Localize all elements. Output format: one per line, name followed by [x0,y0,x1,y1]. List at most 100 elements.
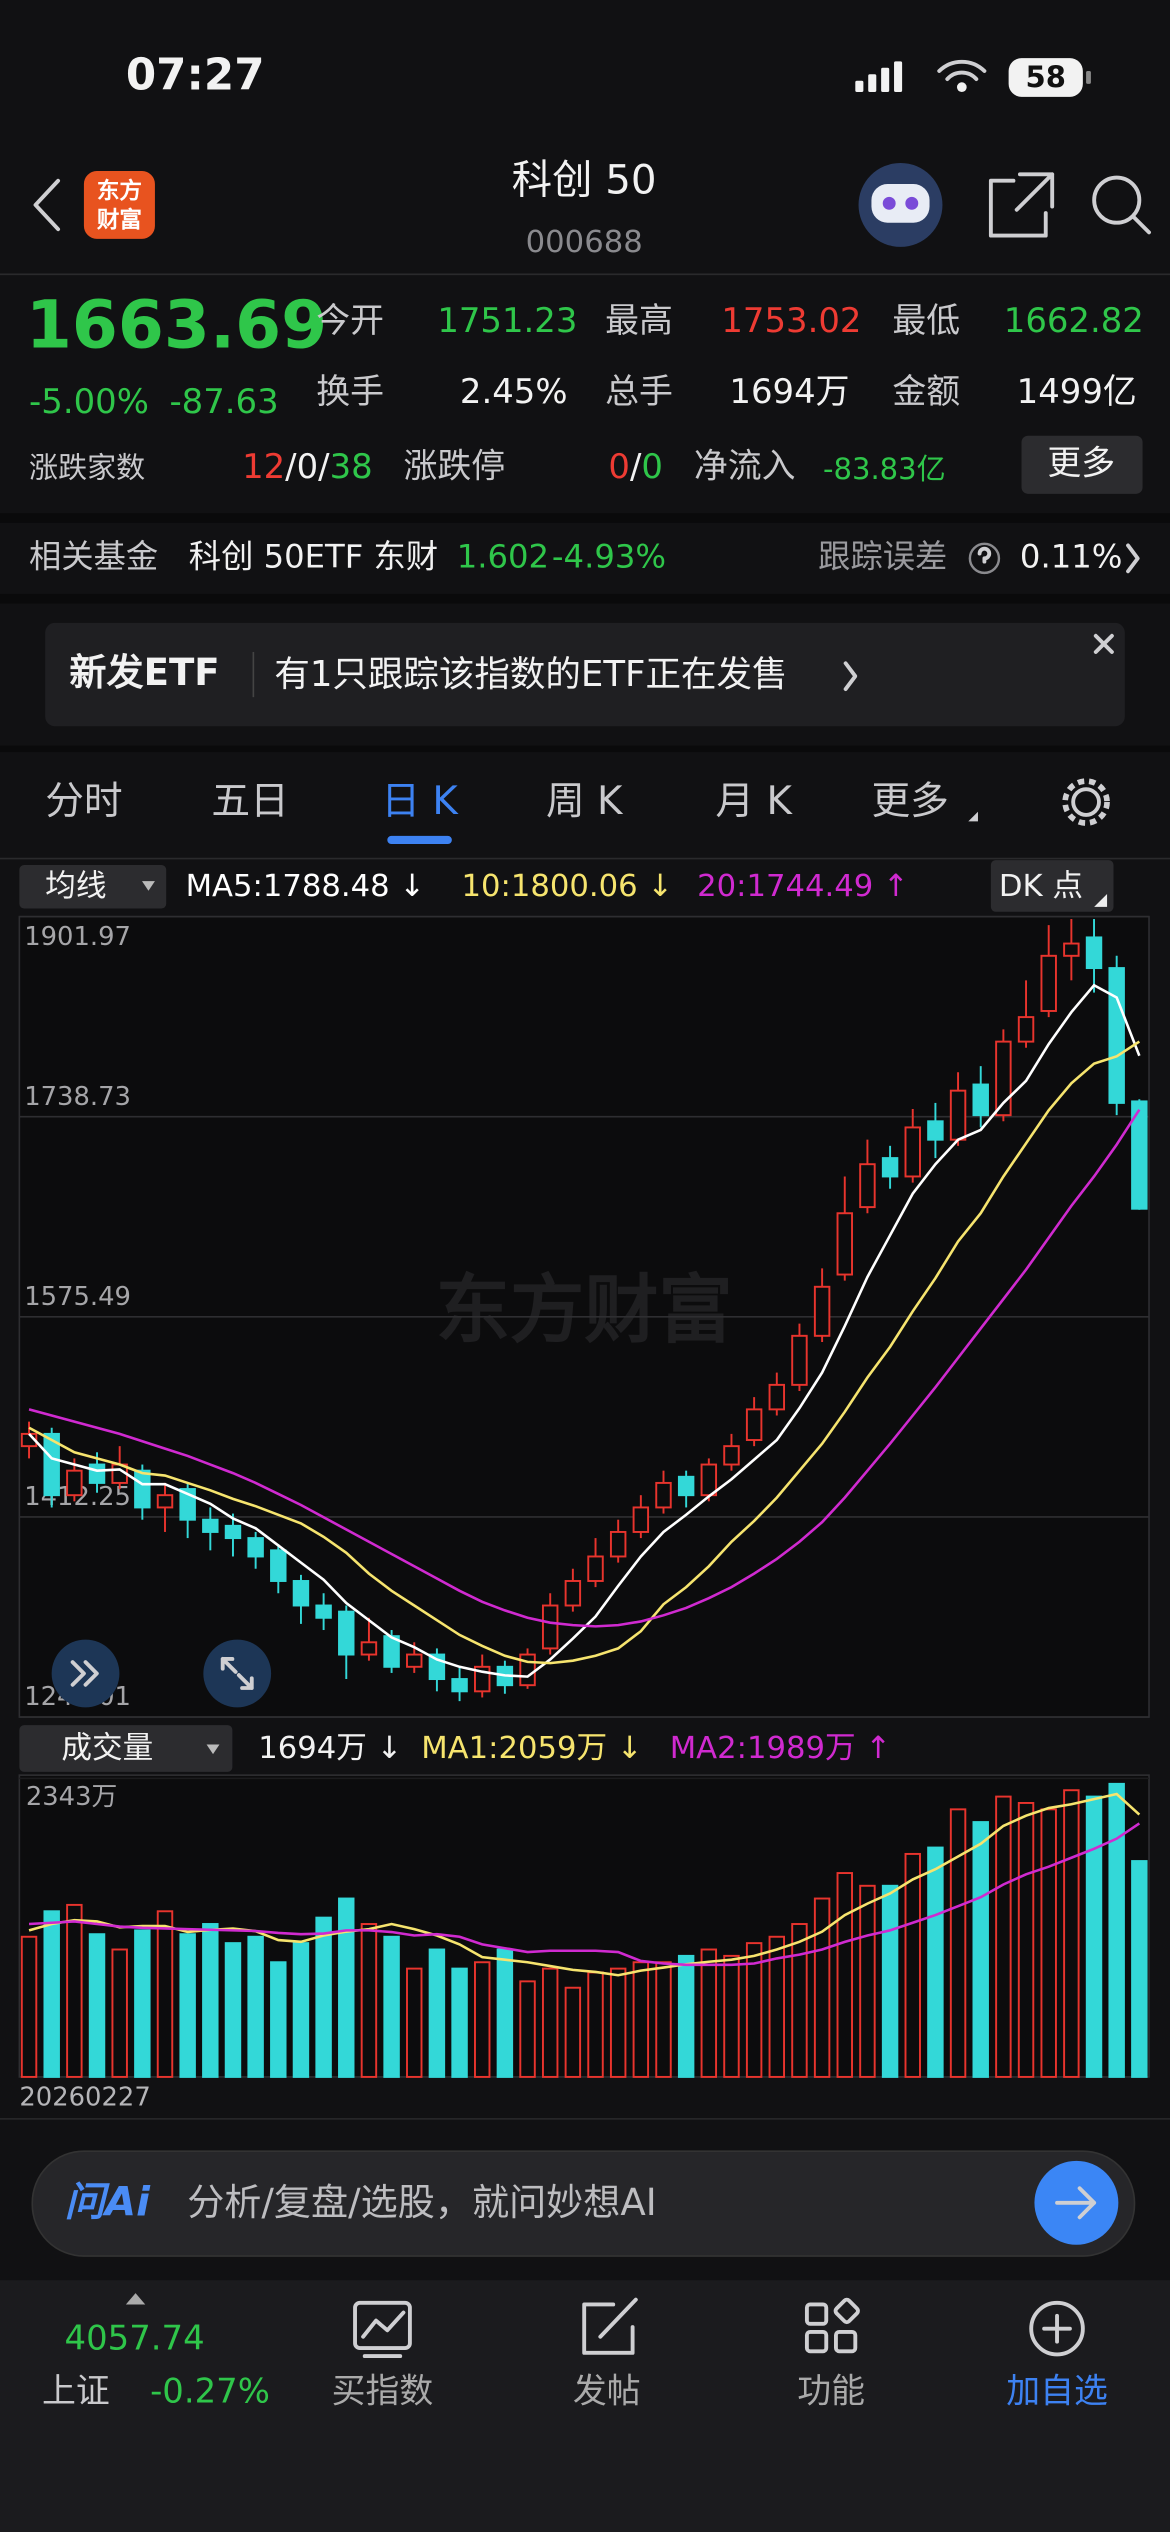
price: 1663.69 [26,286,327,363]
tracking-label: 跟踪误差 [818,537,947,575]
legend-item: MA2:1989万 ↑ [670,1731,891,1766]
breadth-down: 38 [330,446,373,485]
etf-banner[interactable] [45,622,1125,727]
expand-icon [70,1660,99,1687]
tab-active[interactable]: 日 K [381,779,459,824]
fullscreen-button[interactable] [203,1639,272,1708]
candle-body [270,1549,287,1582]
ai-input[interactable] [31,2150,1136,2257]
candle-body [949,1089,967,1141]
separator: / [318,446,330,485]
back-button[interactable] [33,178,61,232]
tab[interactable]: 分时 [45,779,122,824]
stat-label: 最低 [892,301,960,340]
candle-body [813,1285,831,1337]
tab[interactable]: 月 K [715,779,793,824]
nav-icon [1029,2300,1085,2357]
help-icon[interactable] [968,542,1001,575]
stat-label: 今开 [316,301,384,340]
y-tick-label: 1575.49 [24,1282,131,1312]
banner-tag: 新发ETF [69,651,219,694]
candle-body [338,1610,355,1656]
wifi-dot [956,82,967,92]
change: -87.63 [169,382,278,421]
volume-bar [541,1967,559,2078]
candle-body [224,1524,242,1540]
candle-body [1040,954,1057,1012]
limit-label: 涨跌停 [403,446,505,485]
candle-body [677,1475,695,1497]
stat-label: 金额 [892,372,960,411]
logo-text: 东方 [97,178,142,205]
candle-body [836,1212,853,1276]
volume-bar [179,1933,196,2078]
more-button[interactable] [1021,435,1143,494]
nav-icon-detail [361,2310,406,2359]
index-change[interactable]: -0.27% [150,2372,270,2411]
limit-down: 0 [641,446,663,485]
index-name[interactable]: 上证 [42,2372,110,2411]
search-button[interactable] [1092,175,1142,225]
expand-mark [125,2293,146,2305]
settings-button[interactable] [1071,787,1101,817]
volume-select-text[interactable]: 成交量 [61,1731,153,1766]
ma-line [28,1822,1141,1967]
volume-bar [927,1846,944,2078]
robot-face [871,183,930,223]
breadth-value: 12/0/38 [242,446,373,485]
candle-body [655,1481,672,1509]
candle-body [1108,967,1125,1104]
volume-bar [700,1948,718,2078]
tab[interactable]: 周 K [546,779,624,824]
volume-bar [519,1980,536,2078]
candle-body [745,1408,763,1441]
volume-bar [1085,1795,1103,2078]
volume-bar [1063,1789,1080,2078]
tab[interactable]: 更多 [871,779,948,824]
dk-button-text[interactable]: DK 点 [999,869,1083,904]
volume-bar [66,1903,83,2078]
candle-body [1063,942,1080,957]
volume-bar [723,1954,740,2078]
ma-line [28,983,1141,1678]
candle-body [66,1469,83,1497]
share-button[interactable] [988,172,1055,238]
indicator-select-text[interactable]: 均线 [45,869,106,904]
volume-bar [972,1821,989,2078]
stat-value: 1662.82 [1004,301,1144,340]
inflow-value: -83.83亿 [823,452,946,486]
stat-value: 1694万 [729,372,849,411]
banner-close[interactable] [1093,633,1114,654]
volume-bar [270,1961,287,2078]
help-mark [977,546,992,564]
nav-item[interactable]: 发帖 [573,2372,641,2411]
candle-body [587,1555,604,1582]
search-handle [1130,214,1151,235]
volume-select[interactable] [19,1725,233,1772]
nav-icon [582,2297,638,2355]
volume-bar [134,1929,151,2078]
volume-bar [836,1872,853,2078]
legend-item: 10:1800.06 ↓ [462,869,674,904]
candle-body [1017,1016,1035,1043]
volume-bar [88,1933,106,2078]
index-value[interactable]: 4057.74 [65,2318,205,2357]
ai-placeholder[interactable]: 分析/复盘/选股，就问妙想AI [187,2181,657,2224]
more-button-text[interactable]: 更多 [1047,443,1115,482]
nav-item[interactable]: 买指数 [332,2372,434,2411]
fund-name[interactable]: 科创 50ETF 东财 [189,537,438,575]
candle-body [247,1537,264,1558]
stat-label: 总手 [605,372,673,411]
volume-bar [587,1971,604,2078]
nav-item[interactable]: 加自选 [1006,2372,1108,2411]
candle-body [541,1604,559,1650]
tab[interactable]: 五日 [211,779,288,824]
dk-button[interactable] [990,860,1114,912]
indicator-select[interactable] [19,864,167,909]
nav-item[interactable]: 功能 [797,2372,865,2411]
volume-chart: 2343万 [19,1777,1150,2078]
volume-bar [315,1916,332,2078]
logo-text: 财富 [97,207,142,234]
candle-body [43,1432,60,1497]
